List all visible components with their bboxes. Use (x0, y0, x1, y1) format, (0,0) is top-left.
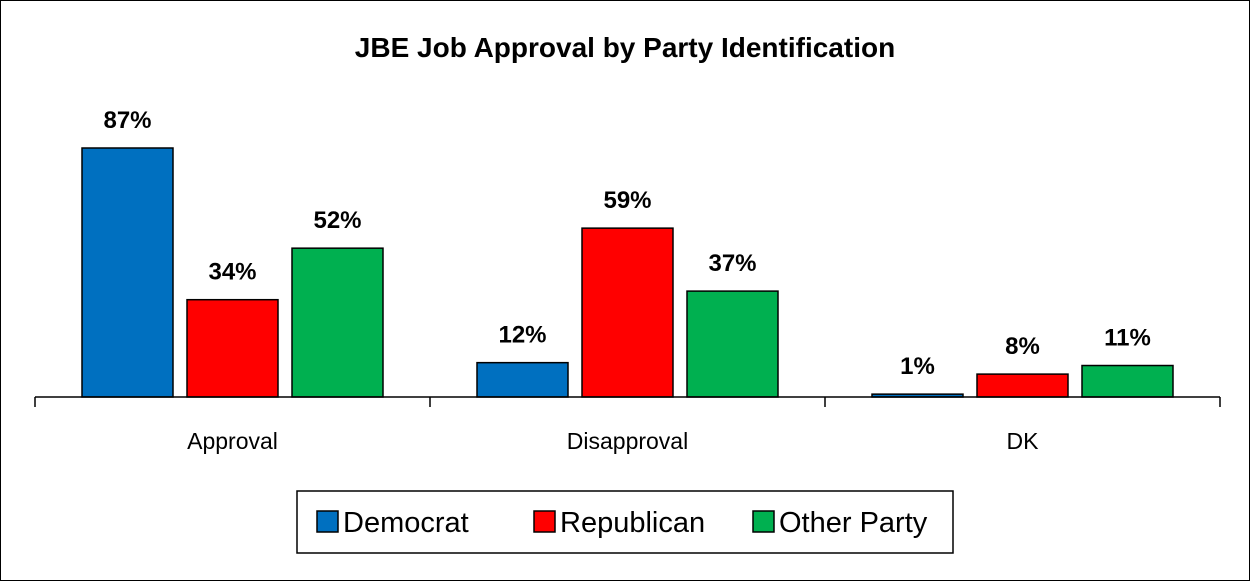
bar-disapproval-democrat (476, 361, 569, 398)
legend-label-republican: Republican (560, 507, 705, 539)
legend: Democrat Republican Other Party (296, 490, 954, 554)
x-tick-label-approval: Approval (187, 428, 278, 454)
data-label-disapproval-other-party: 37% (708, 250, 756, 277)
x-axis: Approval Disapproval DK (34, 396, 1221, 454)
data-label-dk-other-party: 11% (1104, 325, 1151, 352)
data-label-approval-democrat: 87% (103, 107, 151, 134)
legend-box (296, 490, 954, 554)
bars-group (81, 147, 1174, 398)
x-tick-label-dk: DK (1007, 428, 1040, 454)
data-label-disapproval-democrat: 12% (498, 322, 546, 349)
data-label-dk-republican: 8% (1005, 333, 1040, 360)
legend-swatch-other-party (752, 510, 775, 533)
bar-disapproval-republican (581, 227, 674, 398)
legend-swatch-democrat (316, 510, 339, 533)
x-tick-label-disapproval: Disapproval (567, 428, 688, 454)
data-label-dk-democrat: 1% (900, 353, 935, 380)
bar-dk-republican (976, 373, 1069, 398)
legend-label-other-party: Other Party (779, 507, 928, 539)
data-label-approval-republican: 34% (208, 259, 256, 286)
bar-dk-other-party (1081, 364, 1174, 398)
bar-approval-other-party (291, 247, 384, 398)
legend-label-democrat: Democrat (343, 507, 469, 539)
data-label-disapproval-republican: 59% (603, 187, 651, 214)
chart-title: JBE Job Approval by Party Identification (355, 32, 895, 63)
data-label-approval-other-party: 52% (313, 207, 361, 234)
data-labels-group: 87% 34% 52% 12% 59% 37% 1% 8% 11% (103, 107, 1150, 380)
bar-approval-democrat (81, 147, 174, 398)
bar-disapproval-other-party (686, 290, 779, 398)
bar-approval-republican (186, 298, 279, 398)
legend-swatch-republican (533, 510, 556, 533)
